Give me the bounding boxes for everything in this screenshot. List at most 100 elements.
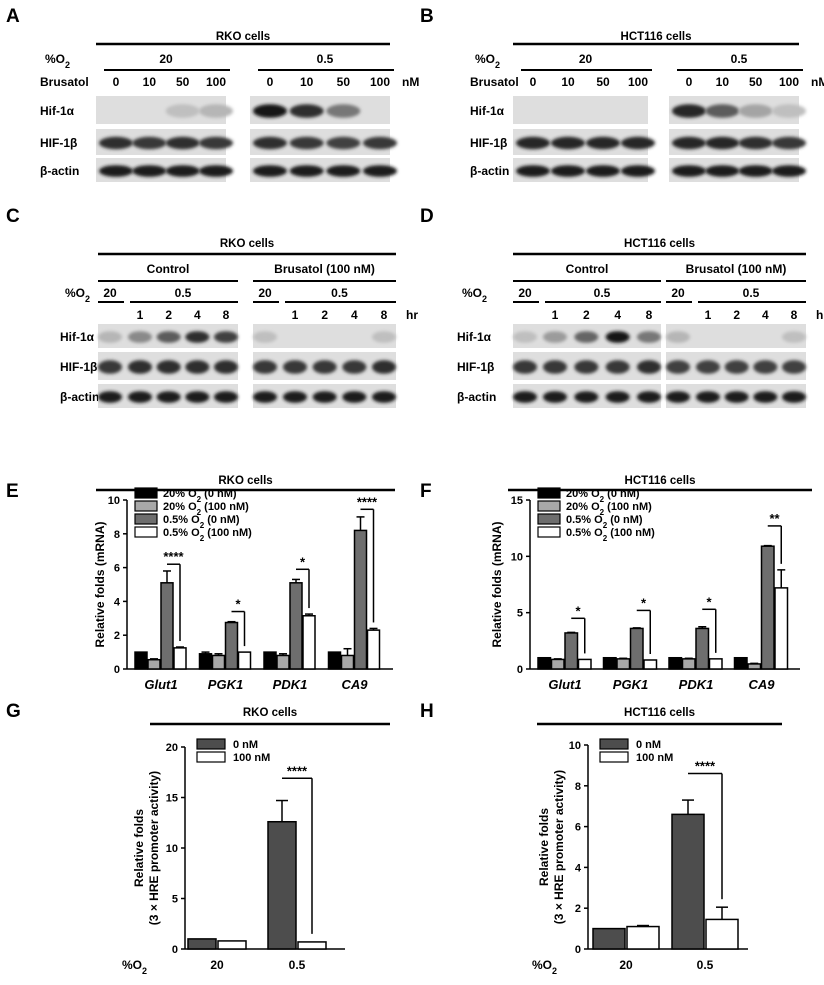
chart-panel-F: F HCT116 cells 0 5 10 15 Relative folds (mRNA)… bbox=[420, 475, 812, 692]
bar bbox=[616, 658, 631, 670]
group-control: Control bbox=[147, 262, 190, 276]
bar bbox=[695, 627, 710, 670]
o2-group-20: 20 bbox=[579, 52, 593, 66]
bar bbox=[217, 940, 247, 950]
blot-0-band bbox=[128, 331, 152, 343]
y-axis-label: Relative folds (mRNA) bbox=[93, 521, 107, 647]
legend-label: 0 nM bbox=[636, 739, 661, 751]
bar bbox=[276, 654, 290, 670]
y-tick-label: 8 bbox=[114, 529, 120, 541]
y-tick-label: 6 bbox=[114, 563, 120, 575]
blot-1-band bbox=[513, 360, 537, 374]
x-category-label: PDK1 bbox=[273, 677, 308, 692]
subscript: 2 bbox=[603, 521, 608, 530]
o2-level: 0.5 bbox=[331, 286, 348, 300]
x-category-label: 20 bbox=[619, 958, 633, 972]
time-label: 4 bbox=[194, 308, 201, 322]
chart-panel-E: E RKO cells 0 2 4 6 8 10 Relative folds (mRNA) Gl… bbox=[6, 475, 395, 692]
blot-2-band bbox=[128, 391, 152, 403]
sig-label: **** bbox=[287, 763, 308, 778]
y-axis-label: Relative folds(3 × HRE promoter activity… bbox=[132, 771, 161, 925]
dose-label: 50 bbox=[337, 75, 351, 89]
bar bbox=[733, 656, 748, 670]
row-label: β-actin bbox=[40, 164, 79, 178]
bar bbox=[353, 529, 368, 670]
o2-group-0.5: 0.5 bbox=[731, 52, 748, 66]
blot-0-band bbox=[98, 331, 122, 343]
dose-label: 100 bbox=[370, 75, 390, 89]
subscript: 2 bbox=[197, 508, 202, 517]
bar bbox=[327, 651, 342, 670]
blot-2-band bbox=[772, 165, 806, 177]
blot-1-band bbox=[724, 360, 749, 374]
cell-title: RKO cells bbox=[216, 31, 270, 43]
legend-swatch bbox=[134, 487, 158, 499]
x-category-label: 20 bbox=[210, 958, 224, 972]
y-tick-label: 10 bbox=[569, 740, 581, 752]
blot-1-band bbox=[705, 136, 740, 150]
legend-label: 20% O2 (100 nM) bbox=[566, 501, 652, 517]
y-tick-label: 15 bbox=[511, 495, 523, 507]
bar bbox=[774, 587, 789, 670]
blot-0-strip bbox=[253, 324, 396, 348]
blot-2-band bbox=[165, 165, 200, 177]
legend-label: 0 nM bbox=[233, 739, 258, 751]
subscript: 2 bbox=[600, 495, 605, 504]
x-category-label: CA9 bbox=[341, 677, 368, 692]
bar bbox=[173, 647, 187, 670]
blot-1-band bbox=[289, 136, 324, 150]
blot-2-band bbox=[551, 165, 585, 177]
blot-1-band bbox=[621, 136, 655, 150]
y-tick-label: 5 bbox=[517, 608, 523, 620]
bar bbox=[224, 621, 239, 670]
bar bbox=[267, 820, 297, 950]
x-category-label: 0.5 bbox=[697, 958, 714, 972]
blot-2-band bbox=[326, 165, 361, 177]
y-tick-label: 0 bbox=[575, 944, 581, 956]
blot-0-band bbox=[156, 331, 181, 343]
dose-label: 100 bbox=[779, 75, 799, 89]
legend-label: 20% O2 (0 nM) bbox=[163, 488, 237, 504]
time-label: 1 bbox=[292, 308, 299, 322]
bar bbox=[134, 651, 148, 670]
panel-letter: D bbox=[420, 206, 434, 227]
y-tick-label: 20 bbox=[166, 742, 178, 754]
y-tick-label: 10 bbox=[166, 843, 178, 855]
blot-1-band bbox=[516, 136, 550, 150]
blot-0-band bbox=[372, 331, 396, 343]
blot-1-band bbox=[753, 360, 778, 374]
legend-swatch bbox=[599, 751, 629, 763]
chart-title: HCT116 cells bbox=[624, 707, 695, 719]
y-tick-label: 6 bbox=[575, 822, 581, 834]
blot-0-band bbox=[165, 104, 200, 118]
bar bbox=[340, 654, 355, 670]
blot-1-band bbox=[128, 360, 152, 374]
blot-1-band bbox=[326, 136, 361, 150]
blot-0-band bbox=[326, 104, 361, 118]
o2-label: %O2 bbox=[475, 52, 500, 70]
time-label: 2 bbox=[583, 308, 590, 322]
blot-0-band bbox=[705, 104, 740, 118]
panel-letter: B bbox=[420, 6, 434, 27]
blot-0-band bbox=[666, 331, 690, 343]
blot-0-band bbox=[672, 104, 706, 118]
blot-2-band bbox=[666, 391, 690, 403]
blot-2-band bbox=[199, 165, 233, 177]
y-tick-label: 8 bbox=[575, 781, 581, 793]
y-tick-label: 15 bbox=[166, 793, 178, 805]
legend-swatch bbox=[537, 526, 561, 538]
row-label: HIF-1β bbox=[40, 136, 77, 150]
sig-label: * bbox=[300, 554, 306, 569]
sig-label: **** bbox=[163, 549, 184, 564]
blot-0-band bbox=[782, 331, 806, 343]
legend-label: 20% O2 (100 nM) bbox=[163, 501, 249, 517]
blot-2-band bbox=[516, 165, 550, 177]
legend-label: 100 nM bbox=[233, 752, 270, 764]
blot-2-band bbox=[513, 391, 537, 403]
blot-0-band bbox=[253, 104, 287, 118]
x-category-label: Glut1 bbox=[548, 677, 581, 692]
blot-panel-C: C RKO cells Control Brusatol (100 nM) %O2 20 0… bbox=[6, 206, 418, 408]
legend-swatch bbox=[134, 500, 158, 512]
o2-subscript: 2 bbox=[495, 60, 500, 70]
